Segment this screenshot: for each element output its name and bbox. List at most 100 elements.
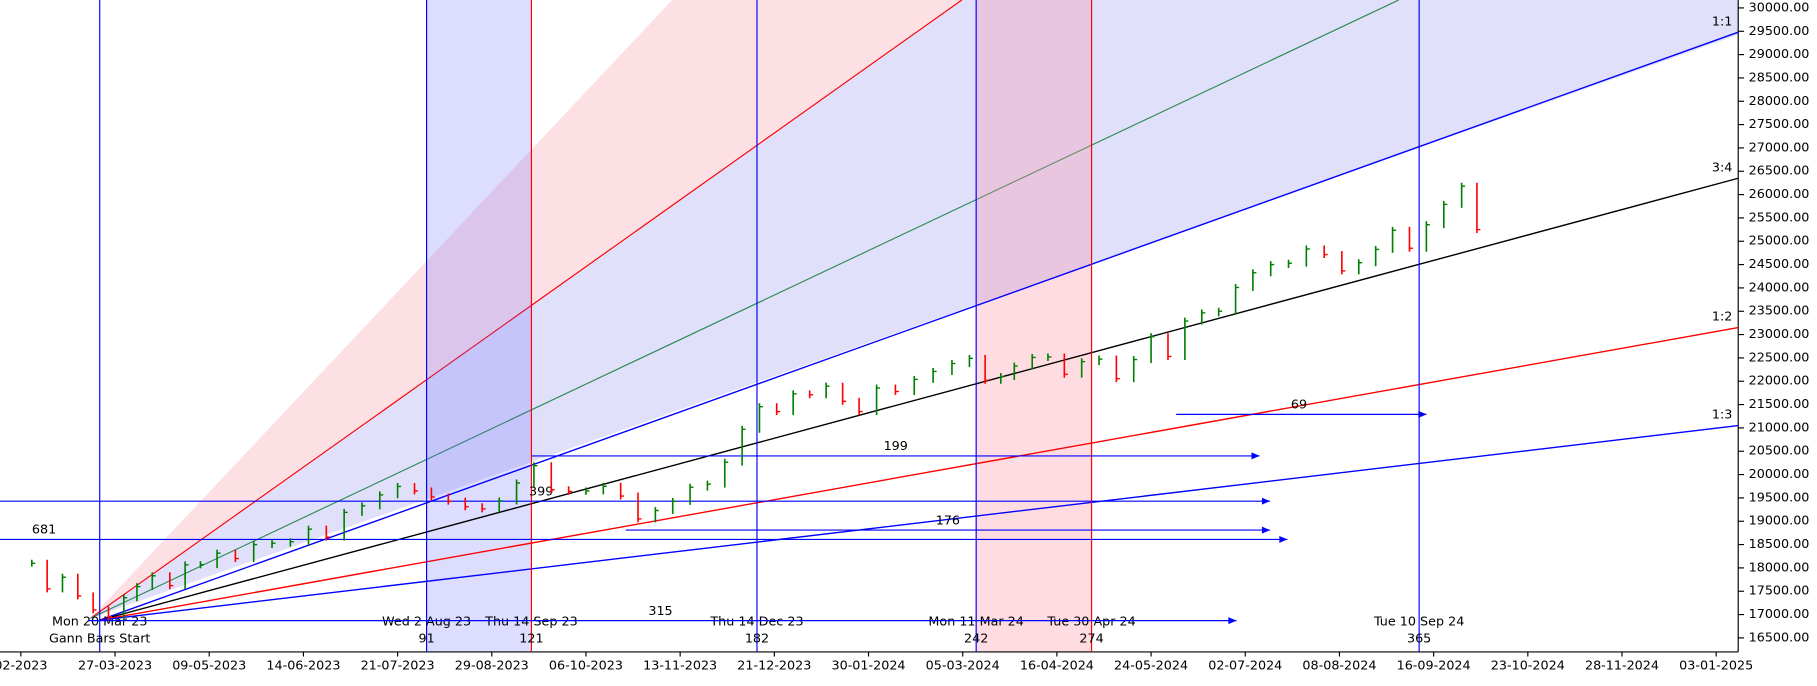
price-bar bbox=[1425, 221, 1430, 252]
price-bar bbox=[775, 403, 781, 416]
cycle-date: Thu 14 Sep 23 bbox=[484, 614, 578, 629]
cycle-date: Thu 14 Dec 23 bbox=[709, 614, 803, 629]
y-tick-label: 19500.00 bbox=[1749, 490, 1810, 505]
y-tick-label: 22000.00 bbox=[1749, 374, 1810, 389]
price-bar bbox=[1323, 245, 1328, 259]
price-bar bbox=[1476, 182, 1481, 234]
y-tick-label: 17500.00 bbox=[1749, 584, 1810, 599]
price-bar bbox=[1408, 226, 1413, 252]
price-bar bbox=[706, 480, 711, 491]
y-tick-label: 27000.00 bbox=[1749, 140, 1810, 155]
origin-sublabel: Gann Bars Start bbox=[49, 632, 150, 647]
fan-line bbox=[99, 424, 1739, 621]
x-tick-label: 23-10-2024 bbox=[1491, 658, 1565, 673]
price-bar bbox=[1000, 373, 1005, 384]
cycle-band bbox=[426, 0, 532, 652]
price-bar bbox=[307, 525, 312, 546]
price-bar bbox=[637, 492, 642, 523]
cycle-days: 365 bbox=[1407, 632, 1431, 647]
y-tick-label: 30000.00 bbox=[1749, 0, 1810, 15]
x-tick-label: 24-05-2024 bbox=[1114, 658, 1188, 673]
y-tick-label: 17000.00 bbox=[1749, 607, 1810, 622]
price-bar bbox=[234, 549, 239, 563]
price-bar bbox=[1184, 317, 1189, 360]
y-tick-label: 19000.00 bbox=[1749, 514, 1810, 529]
price-bar bbox=[1287, 259, 1293, 269]
fan-zone-blue bbox=[90, 0, 1739, 619]
x-tick-label: 14-06-2023 bbox=[266, 658, 340, 673]
y-tick-label: 21000.00 bbox=[1749, 420, 1810, 435]
fan-label: 1:3 bbox=[1712, 408, 1733, 423]
price-bar bbox=[913, 375, 918, 395]
x-tick-label: 16-09-2024 bbox=[1397, 658, 1471, 673]
y-tick-label: 25000.00 bbox=[1749, 234, 1810, 249]
price-bar bbox=[378, 491, 384, 510]
level-count: 315 bbox=[648, 604, 672, 619]
fan-line bbox=[99, 31, 1739, 621]
price-bar bbox=[1132, 356, 1138, 383]
price-bar bbox=[413, 482, 418, 495]
price-bar bbox=[689, 483, 694, 505]
y-tick-label: 24000.00 bbox=[1749, 280, 1810, 295]
y-tick-label: 23000.00 bbox=[1749, 327, 1810, 342]
price-bar bbox=[858, 397, 863, 416]
fan-label: 3:4 bbox=[1712, 160, 1733, 175]
fan-line bbox=[90, 0, 963, 619]
x-tick-label: 28-11-2024 bbox=[1585, 658, 1659, 673]
price-bar bbox=[30, 559, 36, 567]
y-tick-label: 20000.00 bbox=[1749, 467, 1810, 482]
shading bbox=[90, 0, 1739, 652]
price-bar bbox=[951, 360, 956, 375]
y-tick-label: 27500.00 bbox=[1749, 117, 1810, 132]
price-bar bbox=[654, 507, 659, 523]
price-bar bbox=[1200, 309, 1206, 325]
price-bar bbox=[498, 497, 503, 513]
price-bar bbox=[216, 549, 221, 569]
price-bar bbox=[396, 482, 402, 499]
y-tick-label: 22500.00 bbox=[1749, 350, 1810, 365]
price-bar bbox=[481, 503, 486, 513]
price-bar bbox=[271, 539, 276, 549]
x-tick-label: 02-07-2024 bbox=[1208, 658, 1282, 673]
price-bar bbox=[723, 458, 729, 488]
price-bar bbox=[515, 479, 521, 505]
price-bar bbox=[1341, 251, 1346, 275]
price-bar bbox=[168, 572, 174, 590]
y-tick-label: 23500.00 bbox=[1749, 304, 1810, 319]
price-bar bbox=[361, 502, 366, 516]
y-tick-label: 26500.00 bbox=[1749, 164, 1810, 179]
cycle-date: Tue 10 Sep 24 bbox=[1373, 614, 1464, 629]
level-count: 69 bbox=[1291, 398, 1307, 413]
fan-line bbox=[99, 326, 1739, 621]
price-bar bbox=[1234, 283, 1240, 315]
x-tick-label: 29-08-2023 bbox=[455, 658, 529, 673]
price-bar bbox=[602, 482, 607, 495]
price-bar bbox=[792, 390, 797, 416]
price-bar bbox=[1013, 362, 1018, 381]
price-bar bbox=[1305, 245, 1310, 267]
price-bar bbox=[550, 462, 555, 494]
price-bar bbox=[1063, 353, 1068, 378]
y-tick-label: 25500.00 bbox=[1749, 210, 1810, 225]
price-bar bbox=[199, 561, 204, 569]
cycle-band bbox=[976, 0, 1092, 652]
price-bar bbox=[1217, 307, 1223, 317]
x-tick-label: 03-01-2025 bbox=[1679, 658, 1753, 673]
axis-background bbox=[1738, 0, 1817, 682]
price-bar bbox=[1443, 200, 1448, 229]
price-bar bbox=[1269, 261, 1275, 277]
x-tick-label: 30-01-2024 bbox=[831, 658, 905, 673]
cycle-days: 182 bbox=[745, 632, 769, 647]
y-tick-label: 29000.00 bbox=[1749, 47, 1810, 62]
x-tick-label: 05-03-2024 bbox=[926, 658, 1000, 673]
price-bar bbox=[875, 384, 881, 416]
price-bar bbox=[464, 497, 469, 511]
price-bar bbox=[184, 561, 189, 590]
price-bar bbox=[841, 382, 847, 405]
price-bar bbox=[1150, 333, 1155, 364]
cycle-days: 121 bbox=[519, 632, 543, 647]
price-bar bbox=[1115, 355, 1120, 383]
y-tick-label: 26000.00 bbox=[1749, 187, 1810, 202]
x-tick-label: 27-03-2023 bbox=[78, 658, 152, 673]
cycle-date: Mon 11 Mar 24 bbox=[928, 614, 1023, 629]
